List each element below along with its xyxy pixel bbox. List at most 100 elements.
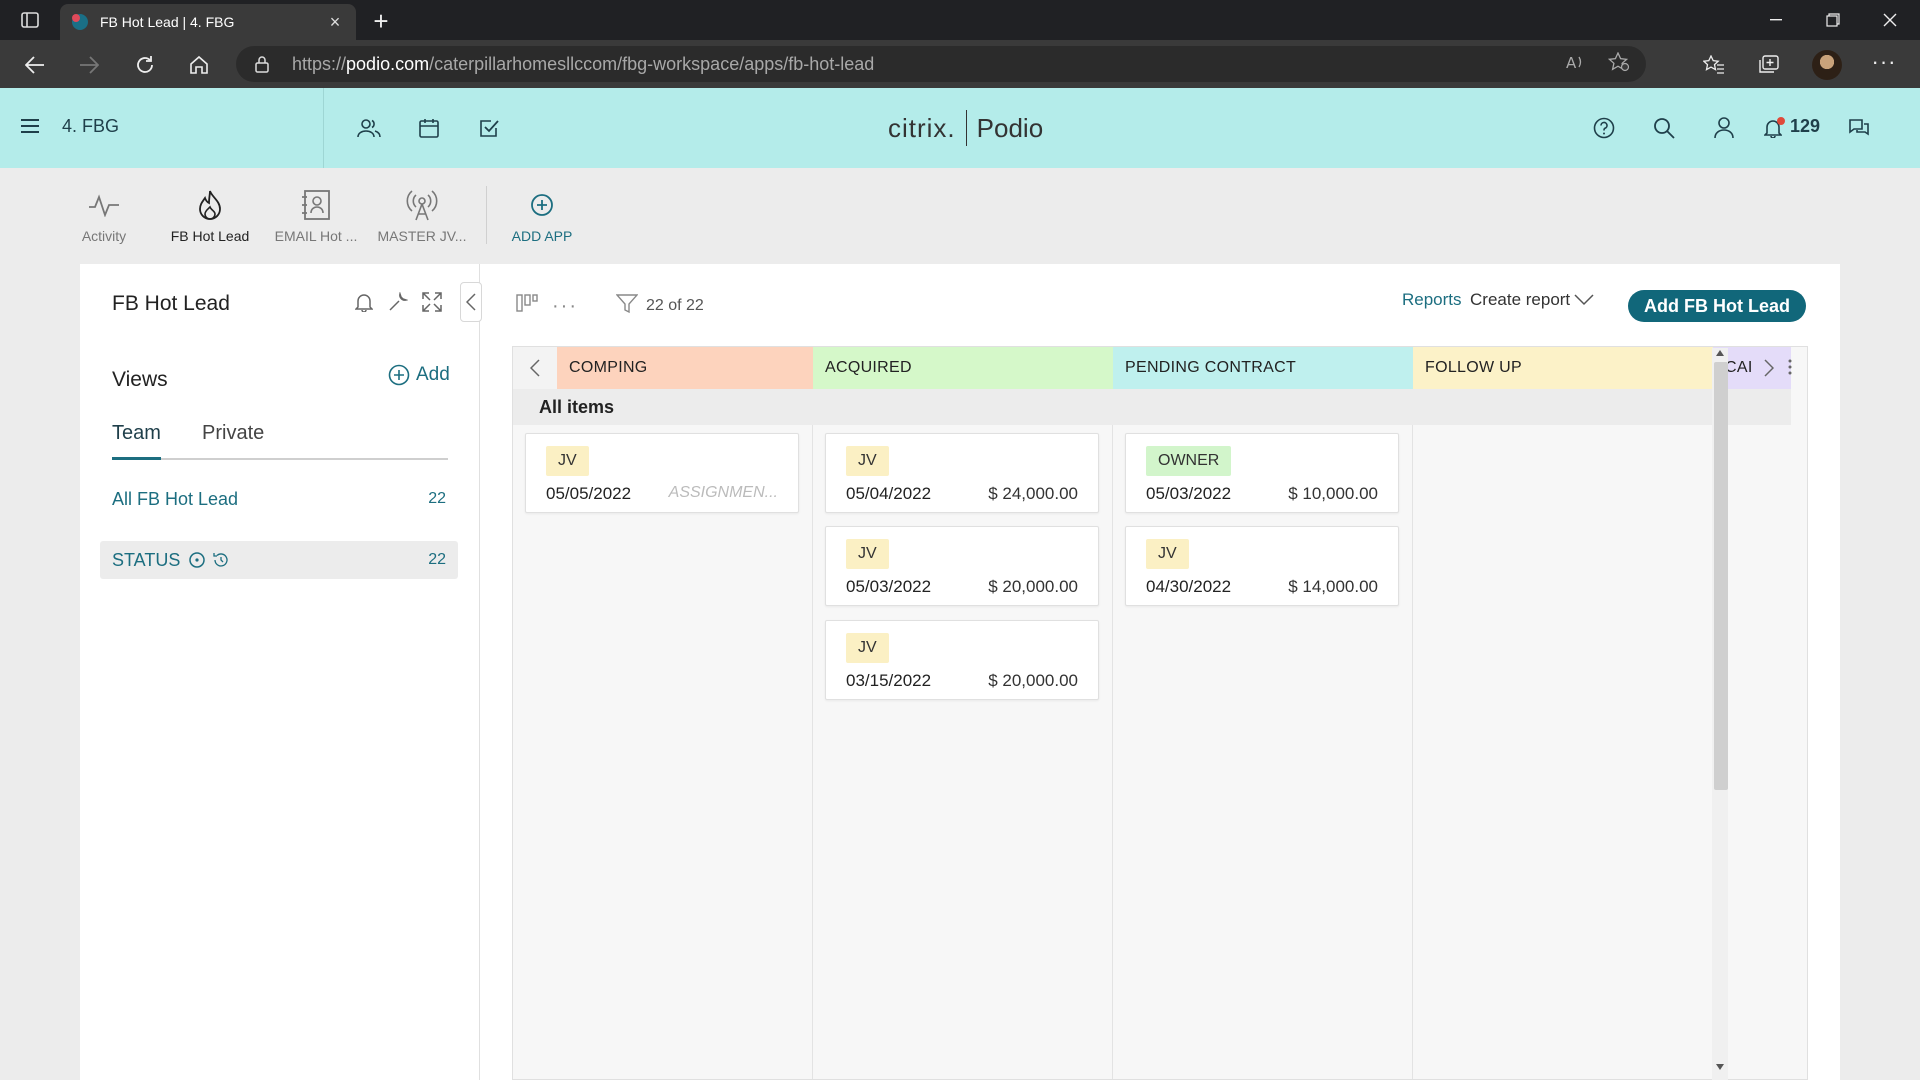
favorites-icon[interactable]	[1697, 48, 1731, 82]
url-path: /caterpillarhomesllccom/fbg-workspace/ap…	[429, 53, 875, 74]
app-bar-divider	[486, 186, 487, 244]
card-tag: OWNER	[1146, 446, 1232, 476]
column-body-follow-up	[1413, 425, 1713, 1079]
card-amount: $ 10,000.00	[1288, 484, 1378, 503]
expand-icon[interactable]	[422, 292, 442, 312]
user-profile-icon[interactable]	[1711, 115, 1737, 141]
chat-icon[interactable]	[1846, 115, 1872, 141]
chevron-down-icon	[1574, 294, 1594, 306]
column-header-comping[interactable]: COMPING	[557, 347, 813, 389]
close-window-button[interactable]	[1862, 0, 1918, 40]
scroll-left-button[interactable]	[513, 347, 557, 389]
header-divider	[323, 88, 324, 168]
notification-dot	[1777, 117, 1785, 125]
card-date: 05/05/2022	[546, 484, 632, 503]
scroll-up-arrow-icon[interactable]	[1716, 350, 1724, 356]
card-date: 05/04/2022	[846, 484, 932, 503]
search-icon[interactable]	[1651, 115, 1677, 141]
close-tab-icon[interactable]: ×	[329, 12, 341, 32]
notifications-bell-icon[interactable]	[1760, 115, 1786, 141]
column-header-follow-up[interactable]: FOLLOW UP	[1413, 347, 1713, 389]
wrench-icon[interactable]	[388, 292, 408, 312]
collections-icon[interactable]	[1752, 48, 1786, 82]
brand-logo[interactable]: citrix. Podio	[888, 110, 1043, 146]
scroll-right-button[interactable]	[1747, 347, 1791, 389]
calendar-icon[interactable]	[416, 115, 442, 141]
board-vertical-scrollbar[interactable]	[1712, 348, 1728, 1080]
notification-count[interactable]: 129	[1790, 116, 1821, 136]
workspace-name[interactable]: 4. FBG	[62, 116, 120, 136]
browser-tab-active[interactable]: FB Hot Lead | 4. FBG ×	[60, 4, 356, 40]
flame-icon	[193, 188, 227, 222]
read-aloud-icon[interactable]: A	[1566, 53, 1586, 76]
card-date: 04/30/2022	[1146, 577, 1232, 596]
card-tag: JV	[1146, 539, 1189, 569]
app-activity[interactable]: Activity	[49, 188, 159, 244]
card-amount-placeholder: ASSIGNMEN...	[668, 484, 778, 501]
view-label: STATUS	[112, 549, 181, 570]
collapse-sidebar-button[interactable]	[460, 282, 482, 322]
filter-icon[interactable]	[615, 293, 639, 319]
chevron-left-icon	[466, 293, 476, 311]
contacts-icon[interactable]	[356, 115, 382, 141]
view-label: All FB Hot Lead	[112, 488, 239, 509]
item-card[interactable]: JV 03/15/2022 $ 20,000.00	[825, 620, 1099, 700]
restore-window-button[interactable]	[1805, 0, 1861, 40]
url-input[interactable]: https://podio.com/caterpillarhomesllccom…	[236, 46, 1646, 82]
bell-icon[interactable]	[354, 292, 374, 312]
home-button[interactable]	[182, 48, 216, 82]
app-fb-hot-lead[interactable]: FB Hot Lead	[155, 188, 265, 244]
reload-button[interactable]	[128, 48, 162, 82]
tab-team[interactable]: Team	[112, 422, 161, 460]
add-app-button[interactable]: ADD APP	[487, 188, 597, 244]
item-card[interactable]: OWNER 05/03/2022 $ 10,000.00	[1125, 433, 1399, 513]
app-email-hot[interactable]: EMAIL Hot ...	[261, 188, 371, 244]
hamburger-menu-icon[interactable]	[20, 118, 42, 136]
column-header-acquired[interactable]: ACQUIRED	[813, 347, 1113, 389]
create-report-label: Create report	[1470, 290, 1571, 309]
view-clock-icon	[189, 552, 206, 568]
minimize-window-button[interactable]	[1748, 0, 1804, 40]
filter-count[interactable]: 22 of 22	[645, 297, 704, 314]
more-actions-icon[interactable]: ···	[552, 295, 578, 317]
item-card[interactable]: JV 04/30/2022 $ 14,000.00	[1125, 526, 1399, 606]
brand-separator	[965, 110, 967, 146]
reports-link[interactable]: Reports	[1402, 290, 1462, 309]
app-master-jv[interactable]: MASTER JV...	[367, 188, 477, 244]
add-view-button[interactable]: Add	[388, 364, 450, 386]
tab-private[interactable]: Private	[202, 422, 265, 444]
create-report-dropdown[interactable]: Create report	[1470, 290, 1594, 310]
profile-avatar[interactable]	[1812, 50, 1842, 80]
scrollbar-thumb[interactable]	[1714, 362, 1728, 790]
tasks-icon[interactable]	[476, 115, 502, 141]
card-date: 05/03/2022	[846, 577, 932, 596]
column-body-acquired: JV 05/04/2022 $ 24,000.00 JV 05/03/2022 …	[813, 425, 1113, 1079]
more-options-icon[interactable]: ···	[1871, 49, 1897, 74]
browser-tab-bar: FB Hot Lead | 4. FBG × +	[0, 0, 1920, 40]
board-layout-icon[interactable]	[516, 293, 538, 319]
back-button[interactable]	[18, 48, 52, 82]
card-date: 03/15/2022	[846, 671, 932, 690]
scroll-down-arrow-icon[interactable]	[1716, 1064, 1724, 1070]
add-fb-hot-lead-button[interactable]: Add FB Hot Lead	[1628, 290, 1806, 322]
chevron-left-icon	[530, 359, 540, 377]
column-header-pending-contract[interactable]: PENDING CONTRACT	[1113, 347, 1413, 389]
new-tab-button[interactable]: +	[373, 6, 389, 36]
podio-header: 4. FBG citrix. Podio 129	[0, 88, 1920, 168]
add-favorite-icon[interactable]	[1607, 50, 1630, 77]
forward-button[interactable]	[72, 48, 106, 82]
view-status[interactable]: STATUS 22	[100, 541, 458, 579]
plus-circle-icon	[388, 364, 410, 386]
app-label: Activity	[81, 228, 127, 244]
card-amount: $ 24,000.00	[988, 484, 1078, 503]
view-all-fb-hot-lead[interactable]: All FB Hot Lead 22	[100, 480, 458, 518]
tab-actions-icon[interactable]	[14, 8, 46, 32]
column-menu-icon[interactable]	[1787, 357, 1793, 377]
history-icon[interactable]	[212, 551, 230, 569]
item-card[interactable]: JV 05/03/2022 $ 20,000.00	[825, 526, 1099, 606]
item-card[interactable]: JV 05/04/2022 $ 24,000.00	[825, 433, 1099, 513]
item-card[interactable]: JV 05/05/2022 ASSIGNMEN...	[525, 433, 799, 513]
add-view-label: Add	[416, 364, 450, 385]
help-icon[interactable]	[1591, 115, 1617, 141]
url-host: podio.com	[346, 53, 430, 74]
